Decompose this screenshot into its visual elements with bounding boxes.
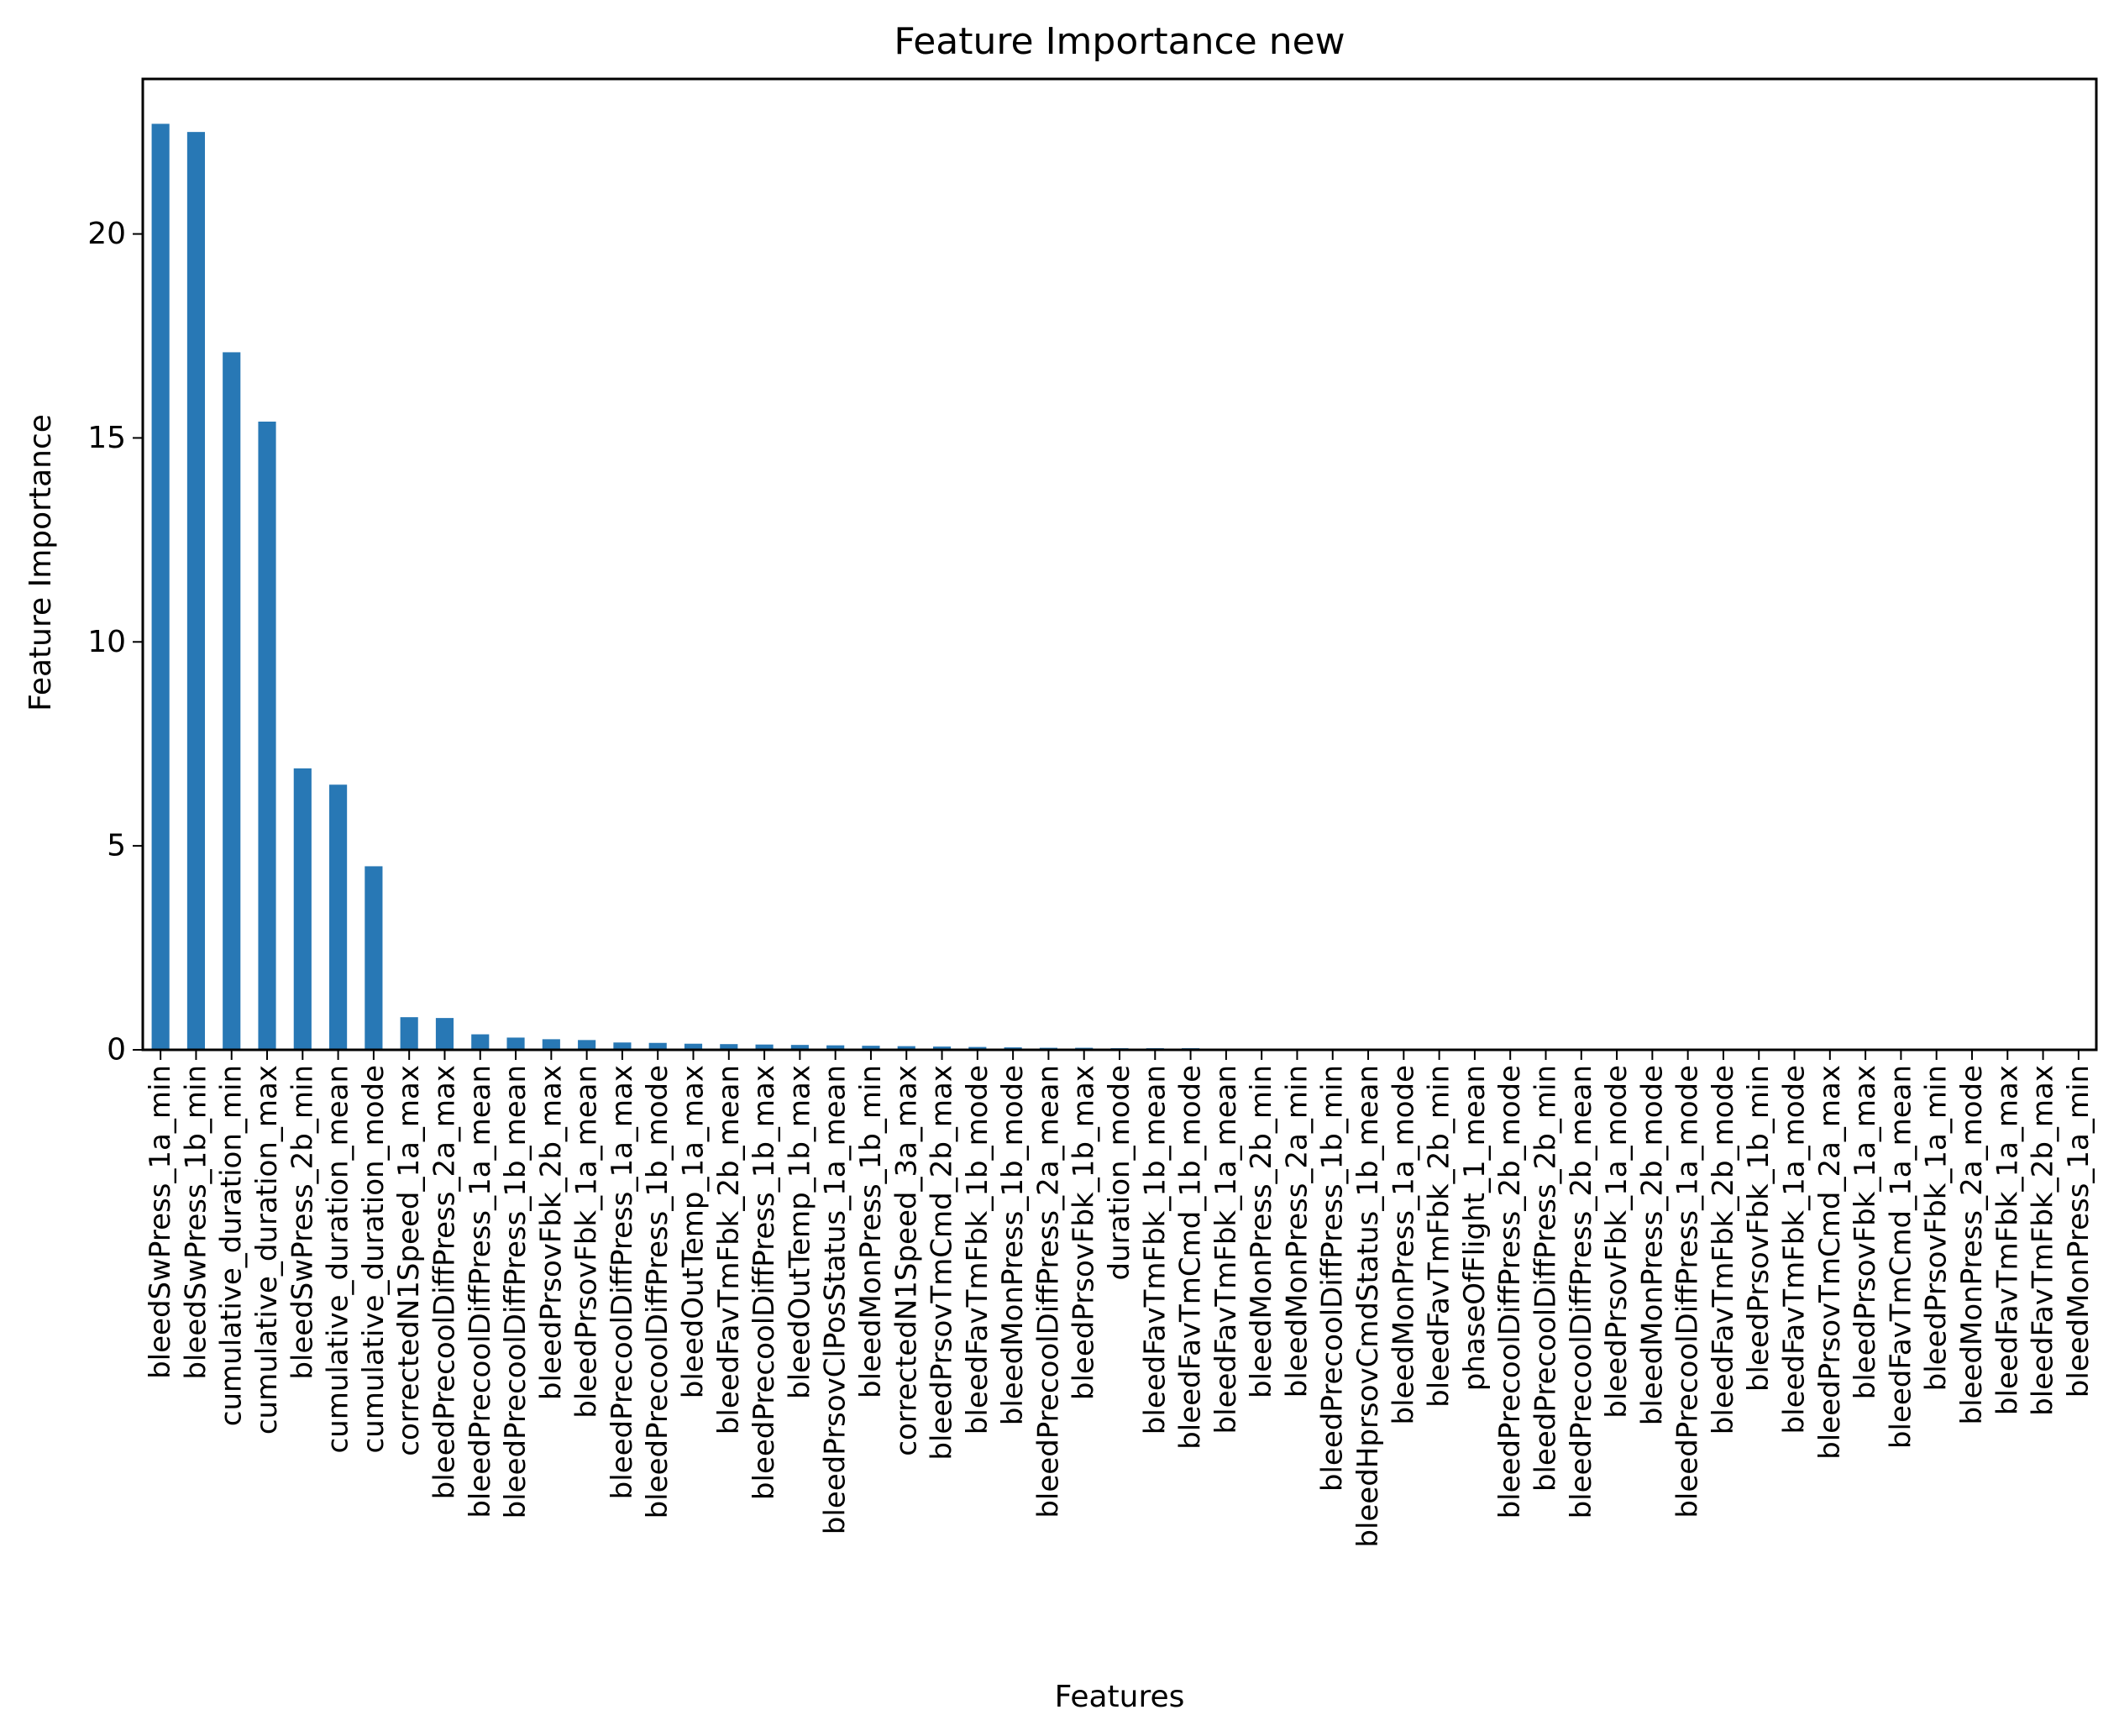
- x-tick-label: cumulative_duration_max: [250, 1065, 284, 1434]
- bar: [755, 1044, 774, 1050]
- x-tick-label: bleedPrsovFbk_1a_mode: [1600, 1065, 1634, 1419]
- x-tick-label: bleedPrecoolDiffPress_1b_max: [747, 1065, 781, 1500]
- x-ticks-layer: bleedSwPress_1a_min bleedSwPress_1b_min cu…: [144, 1050, 2095, 1548]
- x-tick-label: bleedPrsovFbk_2b_max: [534, 1065, 568, 1400]
- x-tick-label: bleedFavTmFbk_2b_max: [2027, 1065, 2060, 1416]
- bar: [648, 1042, 667, 1050]
- x-tick-label: bleedPrecoolDiffPress_1a_max: [606, 1065, 639, 1499]
- x-tick-label: bleedPrsovFbk_1a_max: [1849, 1065, 1882, 1399]
- x-tick-label: bleedFavTmFbk_1b_mode: [961, 1065, 994, 1434]
- x-tick-label: bleedPrsovFbk_1b_min: [1742, 1065, 1775, 1392]
- bar: [186, 132, 206, 1051]
- x-tick-label: bleedFavTmFbk_1a_mean: [1209, 1065, 1243, 1434]
- x-tick-label: bleedMonPress_2b_min: [1245, 1065, 1278, 1398]
- bar: [578, 1040, 596, 1050]
- x-tick-label: bleedFavTmFbk_2b_mean: [712, 1065, 746, 1434]
- bar: [329, 784, 348, 1050]
- bar: [293, 768, 312, 1050]
- bar: [613, 1042, 632, 1050]
- bar: [790, 1045, 809, 1050]
- bar: [542, 1039, 560, 1050]
- x-tick-label: bleedSwPress_1a_min: [144, 1065, 177, 1379]
- x-tick-label: bleedSwPress_2b_min: [286, 1065, 319, 1380]
- x-tick-label: bleedPrsovFbk_1b_max: [1067, 1065, 1101, 1400]
- bar: [435, 1018, 454, 1050]
- x-tick-label: bleedFavTmFbk_1a_mode: [1778, 1065, 1812, 1434]
- x-tick-label: bleedSwPress_1b_min: [179, 1065, 212, 1380]
- x-tick-label: bleedPrecoolDiffPress_1b_mode: [641, 1065, 674, 1518]
- x-tick-label: bleedPrecoolDiffPress_2b_mean: [1565, 1065, 1598, 1518]
- bar: [471, 1034, 490, 1050]
- plot-frame: [141, 77, 2098, 1052]
- bar: [897, 1046, 915, 1050]
- x-tick-label: cumulative_duration_mode: [357, 1065, 391, 1454]
- y-tick-label: 10: [87, 625, 126, 659]
- x-tick-label: bleedMonPress_1b_min: [854, 1065, 888, 1398]
- y-tick-label: 0: [107, 1033, 126, 1067]
- x-tick-label: bleedOutTemp_1a_max: [677, 1065, 711, 1398]
- x-tick-label: bleedFavTmFbk_1a_max: [1990, 1065, 2024, 1415]
- y-tick-label: 5: [107, 829, 126, 863]
- x-tick-label: bleedPrecoolDiffPress_1b_mean: [499, 1065, 532, 1518]
- x-tick-label: bleedPrecoolDiffPress_1a_mode: [1671, 1065, 1705, 1518]
- chart-title: Feature Importance new: [894, 20, 1345, 63]
- x-tick-label: bleedPrsovClPosStatus_1a_mean: [819, 1065, 852, 1534]
- x-tick-label: cumulative_duration_min: [215, 1065, 249, 1426]
- bar: [720, 1044, 738, 1050]
- x-tick-label: correctedN1Speed_3a_max: [889, 1065, 923, 1456]
- bar: [400, 1017, 418, 1050]
- bar: [862, 1046, 880, 1050]
- x-tick-label: bleedMonPress_2a_mode: [1955, 1065, 1989, 1425]
- x-tick-label: bleedFavTmCmd_1a_mean: [1884, 1065, 1917, 1449]
- x-tick-label: bleedMonPress_2a_min: [1280, 1065, 1314, 1398]
- x-tick-label: cumulative_duration_mean: [322, 1065, 355, 1454]
- bar: [365, 866, 383, 1050]
- x-tick-label: bleedPrecoolDiffPress_2a_max: [427, 1065, 461, 1499]
- x-tick-label: bleedFavTmFbk_2b_mode: [1707, 1065, 1740, 1434]
- x-tick-label: bleedFavTmFbk_2b_min: [1423, 1065, 1456, 1408]
- x-tick-label: phaseOfFlight_1_mean: [1458, 1065, 1492, 1391]
- x-tick-label: bleedHprsovCmdStatus_1b_mean: [1351, 1065, 1385, 1548]
- x-tick-label: bleedOutTemp_1b_max: [783, 1065, 816, 1399]
- bar: [223, 352, 241, 1050]
- bar: [151, 123, 170, 1050]
- x-tick-label: bleedMonPress_1a_min: [2062, 1065, 2095, 1398]
- x-tick-label: duration_mode: [1103, 1065, 1136, 1281]
- x-tick-label: bleedPrecoolDiffPress_2b_min: [1529, 1065, 1562, 1492]
- bar: [258, 422, 276, 1050]
- x-tick-label: bleedPrecoolDiffPress_1b_min: [1316, 1065, 1350, 1492]
- x-tick-label: bleedPrecoolDiffPress_1a_mean: [464, 1065, 497, 1518]
- x-tick-label: bleedPrsovTmCmd_2a_max: [1813, 1065, 1847, 1460]
- x-tick-label: bleedPrsovTmCmd_2b_max: [926, 1065, 959, 1461]
- y-tick-label: 20: [87, 217, 126, 251]
- y-ticks-layer: 0 5 10 15 20: [87, 217, 143, 1067]
- x-tick-label: bleedPrecoolDiffPress_2a_mean: [1031, 1065, 1065, 1518]
- y-tick-label: 15: [87, 421, 126, 455]
- bars-layer: [151, 123, 1591, 1051]
- x-tick-label: bleedPrsovFbk_1a_mean: [570, 1065, 604, 1419]
- bar: [684, 1043, 703, 1050]
- x-tick-label: bleedPrecoolDiffPress_2b_mode: [1493, 1065, 1527, 1518]
- x-tick-label: bleedMonPress_2b_mode: [1635, 1065, 1669, 1425]
- x-tick-label: correctedN1Speed_1a_max: [392, 1065, 426, 1456]
- bar: [826, 1045, 845, 1050]
- x-tick-label: bleedMonPress_1a_mode: [1387, 1065, 1420, 1425]
- x-tick-label: bleedMonPress_1b_mode: [996, 1065, 1030, 1425]
- x-tick-label: bleedPrsovFbk_1a_min: [1920, 1065, 1954, 1391]
- bar: [506, 1037, 525, 1050]
- x-tick-label: bleedFavTmFbk_1b_mean: [1138, 1065, 1172, 1434]
- y-axis-label: Feature Importance: [24, 414, 58, 711]
- bar: [932, 1046, 952, 1050]
- x-tick-label: bleedFavTmCmd_1b_mode: [1174, 1065, 1208, 1450]
- x-axis-label: Features: [1055, 1680, 1185, 1714]
- bar: [968, 1046, 987, 1050]
